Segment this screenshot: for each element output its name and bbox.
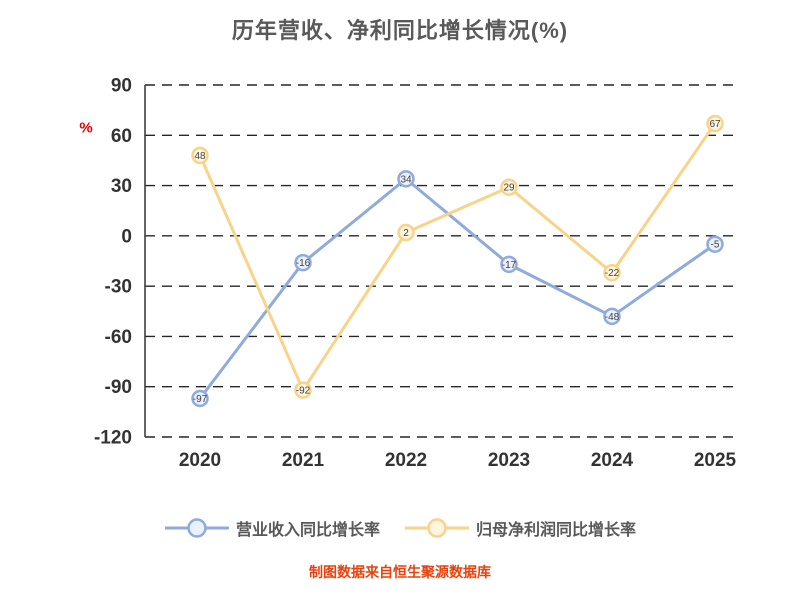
data-point-marker <box>603 307 621 326</box>
net-profit-legend-label: 归母净利润同比增长率 <box>476 522 637 539</box>
y-tick-label: -90 <box>105 377 132 398</box>
data-point-marker <box>603 263 621 282</box>
y-tick-label: 60 <box>111 126 132 147</box>
data-point-marker <box>706 235 724 253</box>
legend-marker-svg <box>164 518 229 538</box>
legend-circle <box>427 518 447 538</box>
x-tick-label: 2021 <box>282 450 325 471</box>
revenue-legend-marker <box>164 516 230 540</box>
data-point-label: -5 <box>711 240 720 251</box>
y-tick-label: 0 <box>121 226 132 247</box>
x-tick-label: 2025 <box>694 450 737 471</box>
data-point-marker <box>397 223 415 242</box>
y-tick-label: 90 <box>111 76 132 97</box>
series-line-1 <box>198 122 717 392</box>
chart-legend: 营业收入同比增长率 归母净利润同比增长率 <box>0 516 800 540</box>
y-tick-label: 30 <box>111 176 132 197</box>
data-point-marker <box>294 381 312 399</box>
legend-item-revenue: 营业收入同比增长率 <box>164 516 380 540</box>
x-tick-label: 2023 <box>488 450 530 471</box>
data-point-marker <box>191 146 209 165</box>
data-point-label: -16 <box>296 258 311 269</box>
data-point-label: 67 <box>709 119 721 130</box>
legend-circle <box>187 518 207 538</box>
data-point-label: -97 <box>193 394 208 405</box>
x-tick-label: 2022 <box>385 450 427 471</box>
legend-item-net-profit: 归母净利润同比增长率 <box>404 516 636 540</box>
y-tick-label: -30 <box>105 277 132 298</box>
data-point-label: 29 <box>503 183 515 194</box>
data-point-label: 34 <box>400 174 412 185</box>
y-tick-label: -60 <box>105 327 132 348</box>
y-axis-unit-label: % <box>79 119 92 136</box>
x-tick-label: 2020 <box>179 450 221 471</box>
revenue-legend-label: 营业收入同比增长率 <box>235 522 380 539</box>
x-tick-label: 2024 <box>591 450 634 471</box>
data-point-marker <box>706 114 724 133</box>
data-point-marker <box>191 389 209 408</box>
series-line-0 <box>198 177 717 400</box>
y-tick-label: -120 <box>94 428 132 449</box>
line-chart-svg: 90 60 30 0 -30 -60 -90 -120% 2020 2021 2022 2023 202… <box>79 76 740 471</box>
data-point-marker <box>500 255 518 274</box>
data-point-marker <box>397 170 415 188</box>
legend-marker-svg <box>405 518 469 538</box>
data-point-label: -92 <box>296 386 311 397</box>
data-point-label: -17 <box>502 260 517 271</box>
data-point-label: -48 <box>605 312 620 323</box>
data-point-marker <box>294 253 312 272</box>
data-point-label: 2 <box>403 228 409 239</box>
data-point-marker <box>500 178 518 196</box>
chart-title: 历年营收、净利同比增长情况(%) <box>231 18 569 43</box>
data-point-label: 48 <box>194 151 206 162</box>
data-point-label: -22 <box>605 268 620 279</box>
chart-area: 90 60 30 0 -30 -60 -90 -120% 2020 2021 2022 2023 202… <box>0 40 800 490</box>
data-source-note: 制图数据来自恒生聚源数据库 <box>309 564 491 580</box>
net-profit-legend-marker <box>404 516 470 540</box>
